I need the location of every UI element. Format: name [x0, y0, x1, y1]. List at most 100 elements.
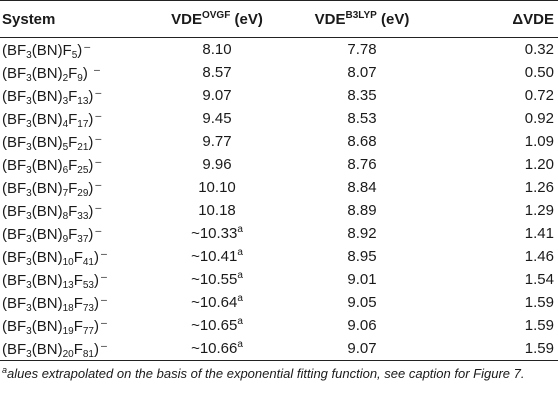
- cell-vde-ovgf: 9.77: [152, 130, 282, 153]
- header-b3lyp-main: VDE: [314, 10, 346, 28]
- vde-table: System VDEOVGF (eV) VDEB3LYP (eV) ΔVDE (…: [0, 0, 558, 361]
- ovgf-value: ~10.55: [191, 271, 238, 288]
- formula-sub: 5: [71, 49, 78, 61]
- formula-sub: 81: [82, 348, 94, 360]
- formula-sub: 3: [26, 187, 32, 199]
- cell-vde-b3lyp: 7.78: [347, 41, 377, 58]
- ovgf-value: ~10.66: [191, 340, 238, 357]
- ovgf-value: 9.07: [202, 87, 232, 104]
- cell-system: (BF3(BN)18F73)⁻: [2, 294, 108, 314]
- ovgf-value: 9.45: [202, 110, 232, 127]
- formula-sub: 20: [62, 348, 74, 360]
- formula-sub: 3: [26, 256, 32, 268]
- cell-vde-b3lyp: 9.01: [347, 271, 377, 288]
- cell-system: (BF3(BN)2F9) ⁻: [2, 64, 101, 84]
- cell-system: (BF3(BN)4F17)⁻: [2, 110, 103, 130]
- formula-sub: 3: [26, 118, 32, 130]
- table-row: (BF3(BN)13F53)⁻ ~10.55a 9.01 1.54: [0, 268, 558, 291]
- charge-sign: ⁻: [94, 225, 103, 243]
- cell-delta-vde: 1.41: [524, 225, 554, 242]
- cell-delta-vde: 1.59: [524, 317, 554, 334]
- cell-delta-vde: 0.72: [524, 87, 554, 104]
- charge-sign: ⁻: [99, 294, 108, 312]
- ovgf-note: a: [237, 293, 243, 304]
- charge-sign: ⁻: [99, 248, 108, 266]
- table-row: (BF3(BN)7F29)⁻ 10.10 8.84 1.26: [0, 176, 558, 199]
- table-row: (BF3(BN)F5)⁻ 8.10 7.78 0.32: [0, 38, 558, 62]
- formula-sub: 3: [26, 210, 32, 222]
- cell-system: (BF3(BN)F5)⁻: [2, 41, 92, 61]
- formula-sub: 3: [26, 348, 32, 360]
- charge-sign: ⁻: [94, 179, 103, 197]
- ovgf-value: ~10.41: [191, 248, 238, 265]
- ovgf-value: 8.10: [202, 41, 232, 58]
- header-system: System: [0, 0, 152, 38]
- footnote-text: alues extrapolated on the basis of the e…: [7, 366, 525, 381]
- cell-system: (BF3(BN)8F33)⁻: [2, 202, 103, 222]
- cell-delta-vde: 1.59: [524, 294, 554, 311]
- charge-sign: ⁻: [94, 87, 103, 105]
- cell-vde-b3lyp: 9.06: [347, 317, 377, 334]
- header-ovgf-main: VDE: [171, 10, 202, 28]
- formula-sub: 3: [26, 49, 32, 61]
- cell-vde-b3lyp: 8.53: [347, 110, 377, 127]
- table-row: (BF3(BN)4F17)⁻ 9.45 8.53 0.92: [0, 107, 558, 130]
- table-row: (BF3(BN)19F77)⁻ ~10.65a 9.06 1.59: [0, 314, 558, 337]
- formula-sub: 33: [77, 210, 89, 222]
- formula-sub: 3: [26, 141, 32, 153]
- cell-vde-ovgf: ~10.66a: [152, 337, 282, 361]
- charge-sign: ⁻: [94, 202, 103, 220]
- cell-delta-vde: 0.32: [524, 41, 554, 58]
- cell-vde-ovgf: 10.10: [152, 176, 282, 199]
- cell-system: (BF3(BN)19F77)⁻: [2, 317, 108, 337]
- cell-system: (BF3(BN)3F13)⁻: [2, 87, 103, 107]
- formula-sub: 29: [77, 187, 89, 199]
- header-row: System VDEOVGF (eV) VDEB3LYP (eV) ΔVDE: [0, 0, 558, 38]
- cell-delta-vde: 1.46: [524, 248, 554, 265]
- ovgf-value: 9.96: [202, 156, 232, 173]
- cell-vde-b3lyp: 8.35: [347, 87, 377, 104]
- cell-delta-vde: 1.54: [524, 271, 554, 288]
- cell-system: (BF3(BN)6F25)⁻: [2, 156, 103, 176]
- cell-delta-vde: 1.59: [442, 337, 558, 361]
- ovgf-value: 10.18: [198, 202, 236, 219]
- cell-system: (BF3(BN)9F37)⁻: [2, 225, 103, 245]
- ovgf-value: ~10.33: [191, 225, 238, 242]
- cell-vde-b3lyp: 8.76: [347, 156, 377, 173]
- table-row: (BF3(BN)10F41)⁻ ~10.41a 8.95 1.46: [0, 245, 558, 268]
- charge-sign: ⁻: [99, 340, 108, 358]
- charge-sign: ⁻: [94, 133, 103, 151]
- ovgf-note: a: [237, 316, 243, 327]
- formula-sub: 73: [82, 302, 94, 314]
- formula-sub: 3: [26, 164, 32, 176]
- header-vde-ovgf: VDEOVGF (eV): [152, 0, 282, 38]
- cell-vde-ovgf: 8.57: [152, 61, 282, 84]
- header-b3lyp-unit: (eV): [381, 10, 410, 28]
- header-ovgf-sup: OVGF: [201, 9, 231, 21]
- formula-sub: 25: [77, 164, 89, 176]
- cell-vde-b3lyp: 8.89: [347, 202, 377, 219]
- formula-sub: 3: [26, 302, 32, 314]
- formula-sub: 53: [82, 279, 94, 291]
- cell-vde-ovgf: 9.96: [152, 153, 282, 176]
- cell-delta-vde: 1.20: [524, 156, 554, 173]
- formula-sub: 13: [77, 95, 89, 107]
- formula-sub: 3: [26, 325, 32, 337]
- header-vde-b3lyp: VDEB3LYP (eV): [282, 0, 442, 38]
- formula-sub: 41: [82, 256, 94, 268]
- header-delta-vde: ΔVDE: [442, 0, 558, 38]
- cell-delta-vde: 1.26: [524, 179, 554, 196]
- charge-sign: ⁻: [94, 110, 103, 128]
- cell-vde-ovgf: ~10.64a: [152, 291, 282, 314]
- cell-vde-ovgf: ~10.33a: [152, 222, 282, 245]
- cell-vde-b3lyp: 9.05: [347, 294, 377, 311]
- formula-sub: 37: [77, 233, 89, 245]
- cell-vde-b3lyp: 8.95: [347, 248, 377, 265]
- footnote-mark: a: [2, 365, 8, 375]
- cell-system: (BF3(BN)7F29)⁻: [2, 179, 103, 199]
- cell-vde-b3lyp: 8.07: [347, 64, 377, 81]
- header-b3lyp-sup: B3LYP: [345, 9, 377, 21]
- cell-vde-ovgf: 9.45: [152, 107, 282, 130]
- ovgf-value: ~10.64: [191, 294, 238, 311]
